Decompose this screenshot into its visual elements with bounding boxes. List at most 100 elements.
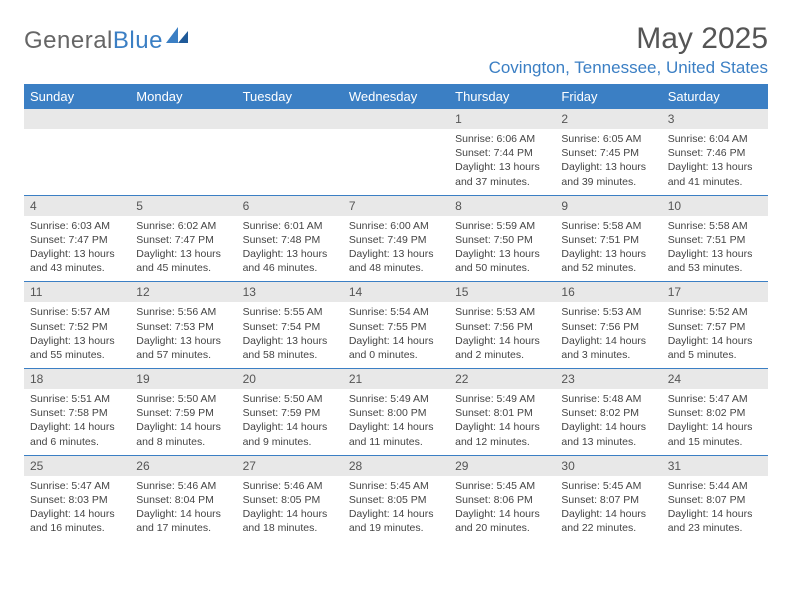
weekday-header: Sunday (24, 84, 130, 109)
calendar-table: Sunday Monday Tuesday Wednesday Thursday… (24, 84, 768, 541)
weekday-header-row: Sunday Monday Tuesday Wednesday Thursday… (24, 84, 768, 109)
calendar-day-cell: 12Sunrise: 5:56 AMSunset: 7:53 PMDayligh… (130, 282, 236, 369)
day-number: 27 (237, 456, 343, 476)
calendar-day-cell: 9Sunrise: 5:58 AMSunset: 7:51 PMDaylight… (555, 195, 661, 282)
day-number: 26 (130, 456, 236, 476)
calendar-day-cell: 13Sunrise: 5:55 AMSunset: 7:54 PMDayligh… (237, 282, 343, 369)
day-details: Sunrise: 6:00 AMSunset: 7:49 PMDaylight:… (343, 216, 449, 282)
day-number: 24 (662, 369, 768, 389)
day-details: Sunrise: 5:52 AMSunset: 7:57 PMDaylight:… (662, 302, 768, 368)
empty-day (237, 109, 343, 129)
day-number: 25 (24, 456, 130, 476)
calendar-day-cell: 21Sunrise: 5:49 AMSunset: 8:00 PMDayligh… (343, 369, 449, 456)
day-details: Sunrise: 5:50 AMSunset: 7:59 PMDaylight:… (130, 389, 236, 455)
day-details: Sunrise: 5:53 AMSunset: 7:56 PMDaylight:… (449, 302, 555, 368)
calendar-day-cell: 11Sunrise: 5:57 AMSunset: 7:52 PMDayligh… (24, 282, 130, 369)
day-number: 31 (662, 456, 768, 476)
day-number: 5 (130, 196, 236, 216)
calendar-day-cell: 5Sunrise: 6:02 AMSunset: 7:47 PMDaylight… (130, 195, 236, 282)
day-number: 23 (555, 369, 661, 389)
weekday-header: Saturday (662, 84, 768, 109)
calendar-day-cell: 8Sunrise: 5:59 AMSunset: 7:50 PMDaylight… (449, 195, 555, 282)
calendar-day-cell: 16Sunrise: 5:53 AMSunset: 7:56 PMDayligh… (555, 282, 661, 369)
calendar-day-cell: 17Sunrise: 5:52 AMSunset: 7:57 PMDayligh… (662, 282, 768, 369)
day-details: Sunrise: 5:56 AMSunset: 7:53 PMDaylight:… (130, 302, 236, 368)
weekday-header: Thursday (449, 84, 555, 109)
day-details: Sunrise: 5:49 AMSunset: 8:01 PMDaylight:… (449, 389, 555, 455)
calendar-day-cell: 28Sunrise: 5:45 AMSunset: 8:05 PMDayligh… (343, 455, 449, 541)
day-details: Sunrise: 6:02 AMSunset: 7:47 PMDaylight:… (130, 216, 236, 282)
month-title: May 2025 (489, 22, 768, 56)
day-number: 17 (662, 282, 768, 302)
day-number: 13 (237, 282, 343, 302)
day-details: Sunrise: 5:47 AMSunset: 8:03 PMDaylight:… (24, 476, 130, 542)
calendar-day-cell: 22Sunrise: 5:49 AMSunset: 8:01 PMDayligh… (449, 369, 555, 456)
calendar-day-cell: 6Sunrise: 6:01 AMSunset: 7:48 PMDaylight… (237, 195, 343, 282)
calendar-day-cell: 23Sunrise: 5:48 AMSunset: 8:02 PMDayligh… (555, 369, 661, 456)
calendar-day-cell: 29Sunrise: 5:45 AMSunset: 8:06 PMDayligh… (449, 455, 555, 541)
day-details: Sunrise: 6:05 AMSunset: 7:45 PMDaylight:… (555, 129, 661, 195)
day-number: 22 (449, 369, 555, 389)
calendar-day-cell (237, 109, 343, 195)
header: GeneralBlue May 2025 Covington, Tennesse… (24, 22, 768, 78)
day-details: Sunrise: 5:59 AMSunset: 7:50 PMDaylight:… (449, 216, 555, 282)
day-details: Sunrise: 6:01 AMSunset: 7:48 PMDaylight:… (237, 216, 343, 282)
weekday-header: Monday (130, 84, 236, 109)
title-block: May 2025 Covington, Tennessee, United St… (489, 22, 768, 78)
day-number: 18 (24, 369, 130, 389)
day-number: 30 (555, 456, 661, 476)
calendar-day-cell: 19Sunrise: 5:50 AMSunset: 7:59 PMDayligh… (130, 369, 236, 456)
calendar-day-cell (130, 109, 236, 195)
day-details: Sunrise: 6:03 AMSunset: 7:47 PMDaylight:… (24, 216, 130, 282)
day-details: Sunrise: 5:49 AMSunset: 8:00 PMDaylight:… (343, 389, 449, 455)
day-details: Sunrise: 5:44 AMSunset: 8:07 PMDaylight:… (662, 476, 768, 542)
calendar-week-row: 25Sunrise: 5:47 AMSunset: 8:03 PMDayligh… (24, 455, 768, 541)
day-number: 6 (237, 196, 343, 216)
day-details: Sunrise: 5:45 AMSunset: 8:06 PMDaylight:… (449, 476, 555, 542)
day-details: Sunrise: 5:54 AMSunset: 7:55 PMDaylight:… (343, 302, 449, 368)
day-number: 20 (237, 369, 343, 389)
day-number: 11 (24, 282, 130, 302)
day-details: Sunrise: 5:53 AMSunset: 7:56 PMDaylight:… (555, 302, 661, 368)
day-number: 9 (555, 196, 661, 216)
day-number: 29 (449, 456, 555, 476)
calendar-week-row: 1Sunrise: 6:06 AMSunset: 7:44 PMDaylight… (24, 109, 768, 195)
calendar-day-cell: 1Sunrise: 6:06 AMSunset: 7:44 PMDaylight… (449, 109, 555, 195)
calendar-body: 1Sunrise: 6:06 AMSunset: 7:44 PMDaylight… (24, 109, 768, 541)
day-details: Sunrise: 5:58 AMSunset: 7:51 PMDaylight:… (662, 216, 768, 282)
day-number: 14 (343, 282, 449, 302)
weekday-header: Friday (555, 84, 661, 109)
calendar-day-cell: 27Sunrise: 5:46 AMSunset: 8:05 PMDayligh… (237, 455, 343, 541)
calendar-day-cell: 25Sunrise: 5:47 AMSunset: 8:03 PMDayligh… (24, 455, 130, 541)
calendar-day-cell: 10Sunrise: 5:58 AMSunset: 7:51 PMDayligh… (662, 195, 768, 282)
weekday-header: Wednesday (343, 84, 449, 109)
calendar-week-row: 11Sunrise: 5:57 AMSunset: 7:52 PMDayligh… (24, 282, 768, 369)
day-number: 7 (343, 196, 449, 216)
day-details: Sunrise: 5:51 AMSunset: 7:58 PMDaylight:… (24, 389, 130, 455)
calendar-day-cell (343, 109, 449, 195)
location: Covington, Tennessee, United States (489, 58, 768, 78)
empty-day (24, 109, 130, 129)
calendar-day-cell: 4Sunrise: 6:03 AMSunset: 7:47 PMDaylight… (24, 195, 130, 282)
day-number: 19 (130, 369, 236, 389)
day-details: Sunrise: 6:04 AMSunset: 7:46 PMDaylight:… (662, 129, 768, 195)
day-number: 21 (343, 369, 449, 389)
brand-logo: GeneralBlue (24, 22, 188, 60)
day-number: 1 (449, 109, 555, 129)
brand-part1: General (24, 27, 113, 55)
day-number: 15 (449, 282, 555, 302)
empty-day (130, 109, 236, 129)
day-number: 4 (24, 196, 130, 216)
day-details: Sunrise: 5:46 AMSunset: 8:04 PMDaylight:… (130, 476, 236, 542)
day-details: Sunrise: 5:48 AMSunset: 8:02 PMDaylight:… (555, 389, 661, 455)
calendar-day-cell: 18Sunrise: 5:51 AMSunset: 7:58 PMDayligh… (24, 369, 130, 456)
day-details: Sunrise: 5:50 AMSunset: 7:59 PMDaylight:… (237, 389, 343, 455)
calendar-day-cell: 15Sunrise: 5:53 AMSunset: 7:56 PMDayligh… (449, 282, 555, 369)
brand-part2: Blue (113, 27, 163, 55)
day-details: Sunrise: 5:46 AMSunset: 8:05 PMDaylight:… (237, 476, 343, 542)
day-number: 8 (449, 196, 555, 216)
calendar-day-cell: 26Sunrise: 5:46 AMSunset: 8:04 PMDayligh… (130, 455, 236, 541)
calendar-day-cell: 14Sunrise: 5:54 AMSunset: 7:55 PMDayligh… (343, 282, 449, 369)
day-details: Sunrise: 5:47 AMSunset: 8:02 PMDaylight:… (662, 389, 768, 455)
calendar-week-row: 4Sunrise: 6:03 AMSunset: 7:47 PMDaylight… (24, 195, 768, 282)
